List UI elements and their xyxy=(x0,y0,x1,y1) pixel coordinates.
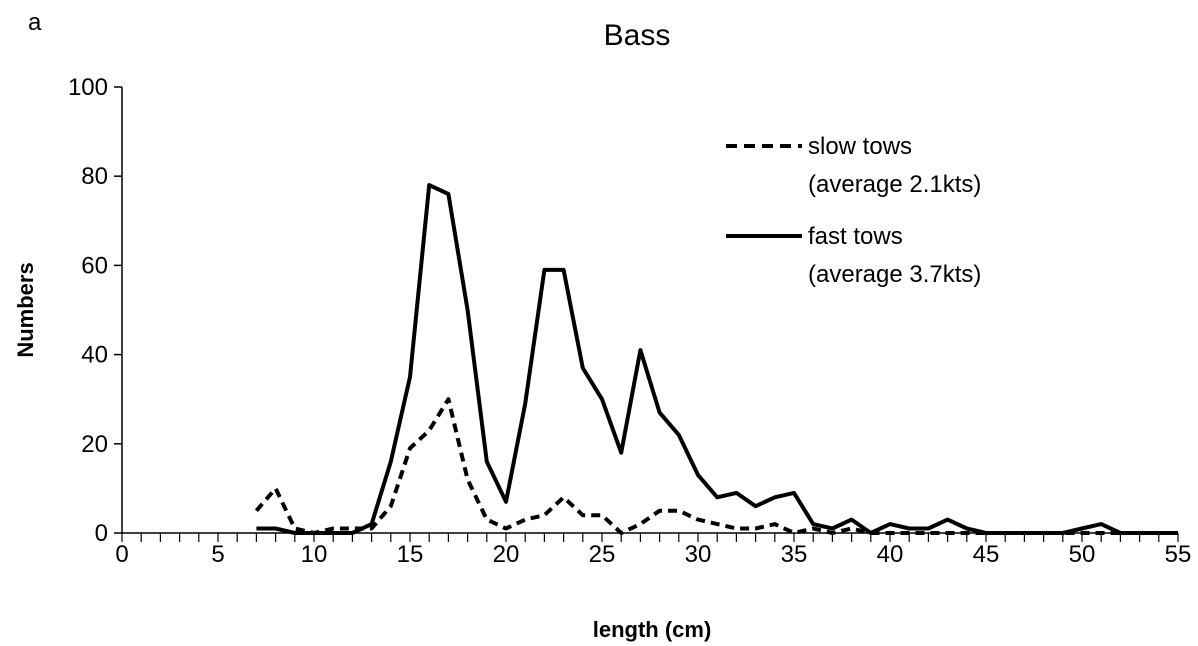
axes: 0 20 40 60 80 100 0 5 10 15 20 25 30 35 40 45 50 55 xyxy=(68,74,1191,568)
y-tick-label: 100 xyxy=(68,74,108,101)
x-tick-label: 5 xyxy=(211,541,224,568)
x-tick-label: 30 xyxy=(685,541,712,568)
panel-label: a xyxy=(28,9,42,36)
x-tick-label: 10 xyxy=(301,541,328,568)
y-tick-label: 0 xyxy=(95,520,108,547)
x-tick-label: 35 xyxy=(781,541,808,568)
x-tick-label: 15 xyxy=(397,541,424,568)
series-line-fast-tows xyxy=(256,183,1178,535)
legend: slow tows (average 2.1kts) fast tows (avera… xyxy=(726,133,981,288)
legend-fast-tows-sublabel: (average 3.7kts) xyxy=(808,261,981,288)
x-tick-label: 55 xyxy=(1165,541,1192,568)
y-tick-label: 40 xyxy=(81,342,108,369)
x-axis-title: length (cm) xyxy=(593,617,712,642)
x-tick-label: 50 xyxy=(1069,541,1096,568)
legend-slow-tows-label: slow tows xyxy=(808,133,912,160)
legend-slow-tows-sublabel: (average 2.1kts) xyxy=(808,171,981,198)
x-tick-label: 20 xyxy=(493,541,520,568)
y-tick-label: 20 xyxy=(81,431,108,458)
x-tick-label: 25 xyxy=(589,541,616,568)
chart-title: Bass xyxy=(604,19,671,52)
plot-area xyxy=(254,183,1178,535)
x-tick-label: 45 xyxy=(973,541,1000,568)
x-tick-label: 0 xyxy=(115,541,128,568)
y-axis-title: Numbers xyxy=(13,262,38,357)
x-tick-label: 40 xyxy=(877,541,904,568)
series-line-slow-tows xyxy=(254,397,1178,535)
y-tick-label: 60 xyxy=(81,252,108,279)
legend-fast-tows-label: fast tows xyxy=(808,223,903,250)
y-tick-label: 80 xyxy=(81,163,108,190)
